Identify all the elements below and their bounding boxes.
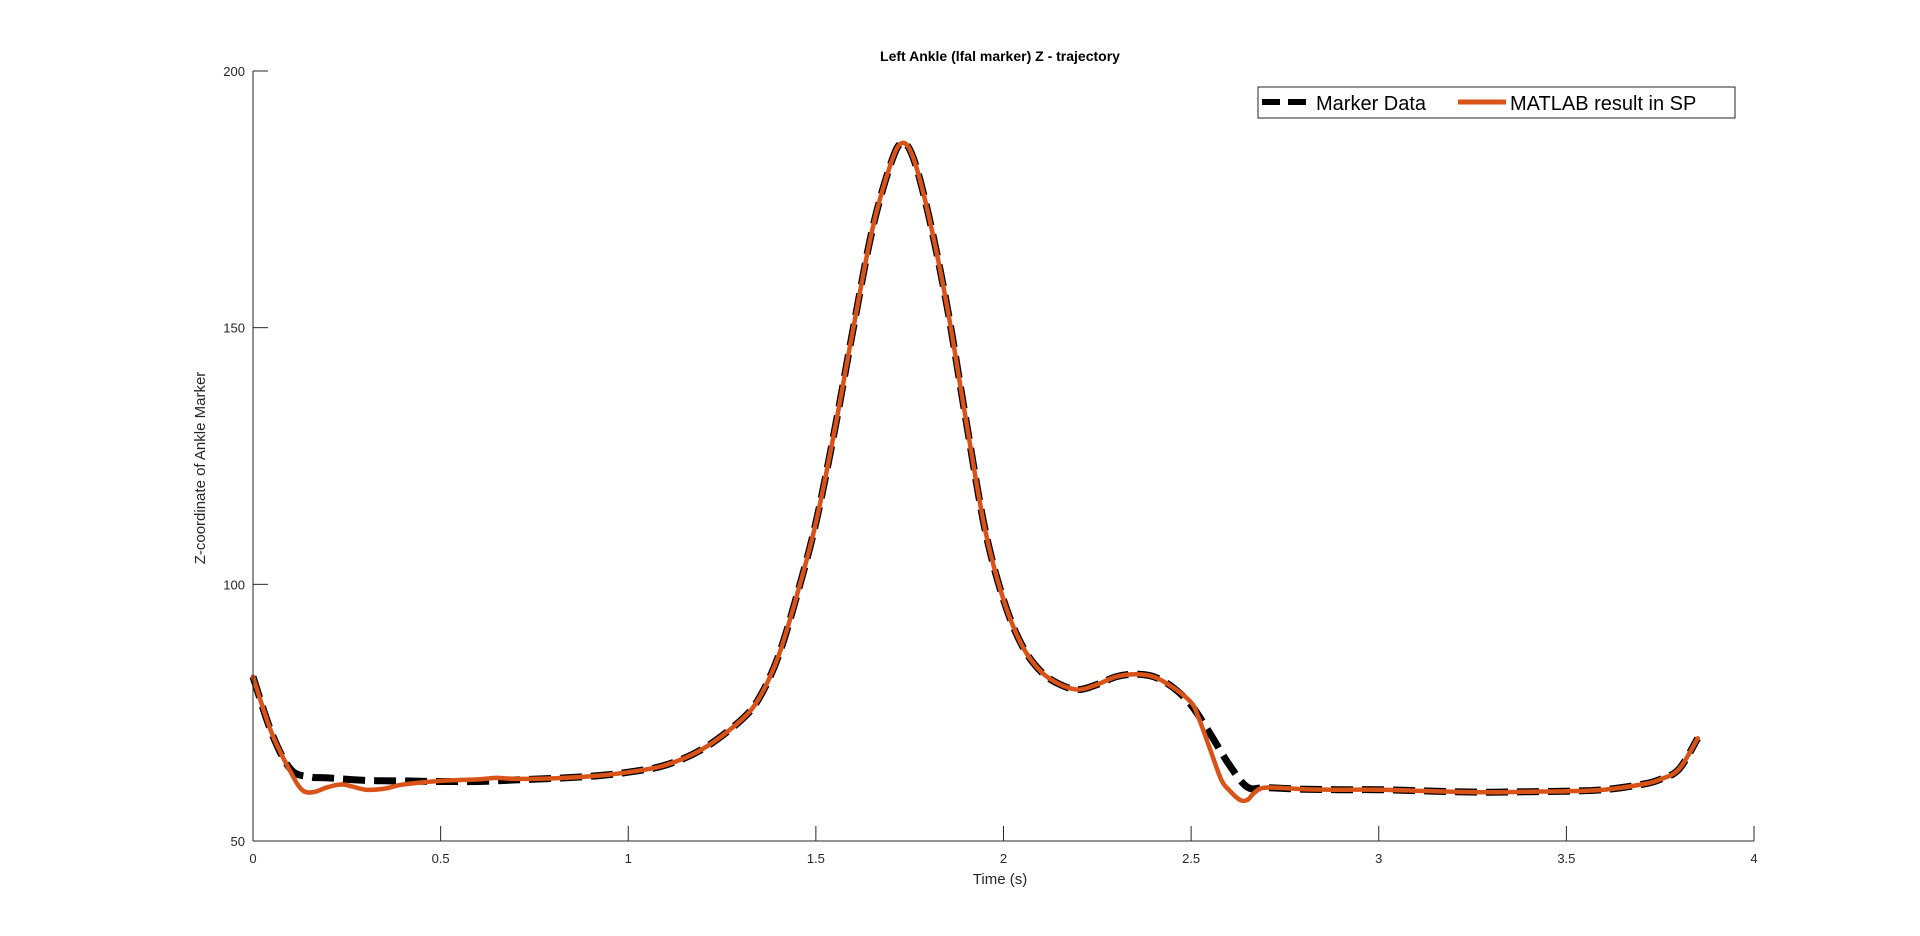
legend-marker-data-label: Marker Data	[1316, 93, 1427, 115]
x-tick-label: 1	[625, 851, 632, 866]
y-tick-label: 100	[223, 577, 245, 592]
y-tick-label: 200	[223, 64, 245, 79]
x-tick-label: 3.5	[1557, 851, 1575, 866]
y-tick-label: 150	[223, 321, 245, 336]
legend: Marker Data MATLAB result in SP	[1257, 86, 1736, 119]
x-tick-label: 2	[1000, 851, 1007, 866]
axes: 0 0.5 1 1.5 2 2.5 3 3.5 4 50 100 150 200	[223, 64, 1757, 866]
y-tick-label: 50	[231, 834, 245, 849]
x-tick-label: 0.5	[432, 851, 450, 866]
x-tick-label: 3	[1375, 851, 1382, 866]
x-tick-label: 4	[1750, 851, 1757, 866]
y-axis-title: Z-coordinate of Ankle Marker	[192, 372, 209, 565]
chart-title: Left Ankle (lfal marker) Z - trajectory	[880, 48, 1120, 64]
series-line-matlab-result	[250, 140, 1700, 804]
x-axis-title: Time (s)	[973, 871, 1027, 888]
x-tick-label: 2.5	[1182, 851, 1200, 866]
plot-area	[249, 139, 1701, 804]
x-tick-label: 1.5	[807, 851, 825, 866]
x-tick-label: 0	[249, 851, 256, 866]
legend-matlab-label: MATLAB result in SP	[1510, 93, 1696, 115]
